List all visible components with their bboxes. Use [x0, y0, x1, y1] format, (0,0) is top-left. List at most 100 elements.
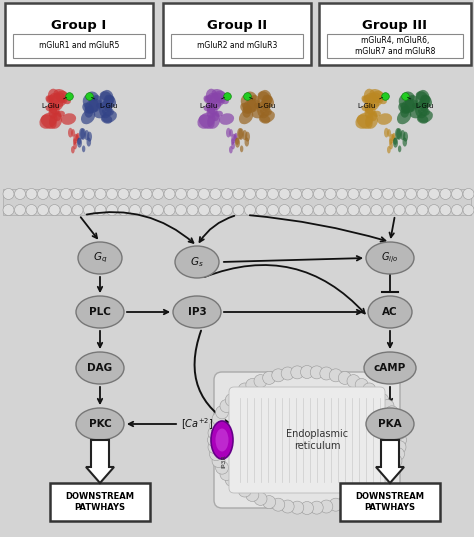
Ellipse shape	[242, 130, 247, 140]
Ellipse shape	[387, 146, 391, 154]
Ellipse shape	[207, 93, 221, 110]
Ellipse shape	[404, 91, 415, 101]
Circle shape	[225, 394, 238, 407]
Circle shape	[245, 188, 255, 199]
Circle shape	[246, 489, 259, 502]
Circle shape	[238, 383, 251, 396]
Ellipse shape	[367, 91, 384, 107]
Circle shape	[37, 188, 48, 199]
Ellipse shape	[211, 421, 233, 459]
Text: DOWNSTREAM
PATWHAYS: DOWNSTREAM PATWHAYS	[65, 492, 135, 512]
Ellipse shape	[240, 146, 243, 153]
Ellipse shape	[398, 146, 401, 153]
Ellipse shape	[57, 111, 65, 117]
Ellipse shape	[263, 103, 271, 112]
Ellipse shape	[366, 408, 414, 440]
Circle shape	[212, 454, 225, 468]
Circle shape	[313, 188, 325, 199]
Circle shape	[221, 205, 233, 215]
Circle shape	[233, 205, 244, 215]
Circle shape	[281, 367, 294, 380]
Circle shape	[245, 205, 255, 215]
Circle shape	[370, 479, 383, 492]
Circle shape	[355, 379, 368, 391]
Ellipse shape	[48, 89, 60, 105]
Ellipse shape	[398, 103, 410, 114]
Circle shape	[383, 188, 393, 199]
Ellipse shape	[229, 129, 233, 137]
Ellipse shape	[96, 103, 104, 109]
Circle shape	[337, 188, 347, 199]
Circle shape	[3, 205, 14, 215]
Circle shape	[61, 188, 72, 199]
Circle shape	[164, 205, 175, 215]
Circle shape	[141, 188, 152, 199]
Text: mGluR2 and mGluR3: mGluR2 and mGluR3	[197, 41, 277, 50]
Circle shape	[49, 205, 60, 215]
Ellipse shape	[61, 113, 76, 125]
Circle shape	[210, 188, 221, 199]
Ellipse shape	[41, 114, 57, 129]
Ellipse shape	[99, 101, 112, 118]
FancyBboxPatch shape	[13, 34, 145, 58]
Ellipse shape	[420, 103, 428, 112]
Circle shape	[428, 188, 439, 199]
Ellipse shape	[87, 137, 91, 147]
Ellipse shape	[103, 95, 115, 107]
Circle shape	[26, 188, 37, 199]
Polygon shape	[86, 440, 114, 483]
Circle shape	[263, 372, 276, 384]
Ellipse shape	[362, 96, 369, 104]
Circle shape	[83, 205, 94, 215]
Ellipse shape	[257, 101, 270, 118]
Circle shape	[254, 492, 267, 505]
Circle shape	[272, 498, 285, 511]
Ellipse shape	[173, 296, 221, 328]
Text: cAMP: cAMP	[374, 363, 406, 373]
Circle shape	[463, 205, 474, 215]
Ellipse shape	[219, 113, 234, 125]
Ellipse shape	[377, 96, 387, 104]
Text: AC: AC	[382, 307, 398, 317]
Ellipse shape	[226, 128, 231, 137]
Ellipse shape	[56, 92, 66, 104]
Ellipse shape	[393, 137, 398, 148]
Circle shape	[385, 406, 399, 419]
Circle shape	[254, 375, 267, 388]
Text: Group I: Group I	[51, 19, 107, 33]
Ellipse shape	[236, 137, 239, 145]
Ellipse shape	[89, 95, 102, 111]
Circle shape	[463, 188, 474, 199]
Circle shape	[216, 461, 228, 474]
Ellipse shape	[420, 95, 432, 107]
Circle shape	[15, 188, 26, 199]
FancyBboxPatch shape	[319, 3, 471, 65]
Ellipse shape	[101, 114, 112, 124]
Circle shape	[291, 366, 304, 379]
Ellipse shape	[401, 106, 409, 118]
Circle shape	[61, 205, 72, 215]
Ellipse shape	[363, 95, 371, 102]
Circle shape	[370, 388, 383, 401]
FancyBboxPatch shape	[163, 3, 311, 65]
Circle shape	[72, 205, 83, 215]
Circle shape	[212, 412, 225, 425]
Circle shape	[279, 188, 290, 199]
FancyBboxPatch shape	[327, 34, 463, 58]
Ellipse shape	[100, 91, 112, 101]
Ellipse shape	[246, 95, 260, 111]
Circle shape	[394, 205, 405, 215]
Text: L-Glu: L-Glu	[41, 97, 66, 109]
Ellipse shape	[82, 146, 85, 153]
Circle shape	[49, 188, 60, 199]
Ellipse shape	[396, 128, 402, 140]
Ellipse shape	[392, 133, 396, 140]
Circle shape	[199, 205, 210, 215]
Circle shape	[359, 205, 371, 215]
Text: Group III: Group III	[363, 19, 428, 33]
Circle shape	[210, 205, 221, 215]
Ellipse shape	[206, 103, 218, 115]
Circle shape	[231, 479, 245, 492]
Ellipse shape	[229, 146, 233, 154]
Text: PKC: PKC	[89, 419, 111, 429]
